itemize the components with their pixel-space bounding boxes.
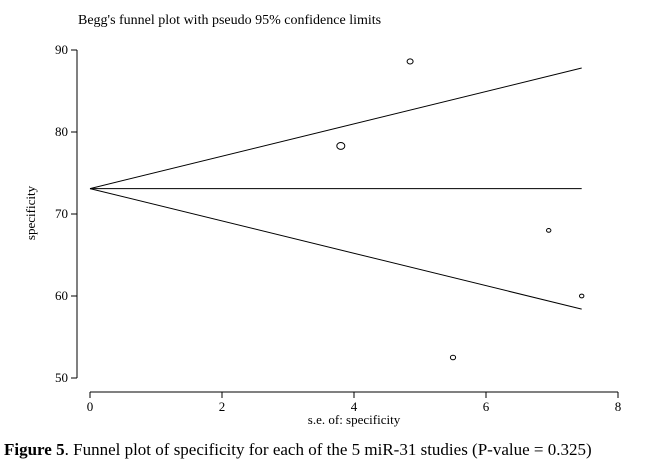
funnel-lines [90,68,582,309]
x-tick-label: 2 [219,399,226,414]
data-point [450,355,455,359]
figure-caption: Figure 5. Funnel plot of specificity for… [4,440,650,460]
chart-title: Begg's funnel plot with pseudo 95% confi… [78,13,381,28]
data-point [337,143,345,150]
y-tick-label: 50 [55,370,68,385]
upper-confidence-limit-line [90,68,582,189]
y-tick-label: 70 [55,206,68,221]
y-tick-label: 80 [55,124,68,139]
data-point [407,59,413,64]
y-axis-label: specificity [23,185,38,240]
x-tick-label: 0 [87,399,94,414]
funnel-plot: Begg's funnel plot with pseudo 95% confi… [0,0,651,440]
x-axis-label: s.e. of: specificity [308,412,401,427]
lower-confidence-limit-line [90,189,582,310]
data-points [337,59,584,360]
caption-label: Figure 5 [4,440,65,459]
y-tick-label: 60 [55,288,68,303]
data-point [547,229,551,233]
x-tick-label: 8 [615,399,622,414]
caption-text: . Funnel plot of specificity for each of… [65,440,592,459]
x-tick-label: 6 [483,399,490,414]
data-point [580,294,584,298]
y-tick-label: 90 [55,42,68,57]
